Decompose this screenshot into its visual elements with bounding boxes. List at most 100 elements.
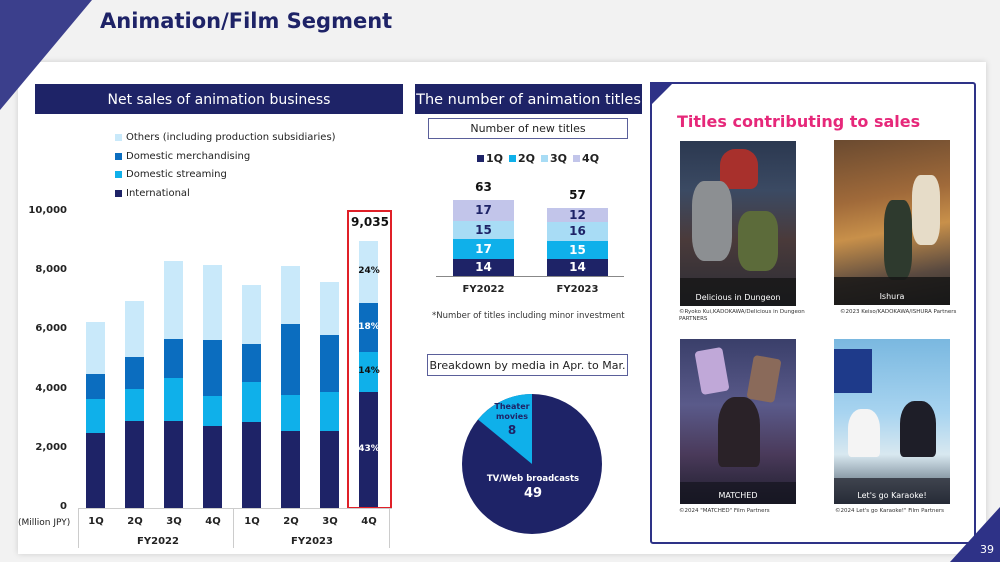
corner-decoration-bottom xyxy=(950,507,1000,562)
year-divider-left xyxy=(78,508,79,548)
legend-swatch xyxy=(115,152,122,160)
legend-label: 1Q xyxy=(486,152,504,165)
bar-segment xyxy=(125,420,144,508)
bar-segment xyxy=(359,391,378,508)
year-label-fy2022: FY2022 xyxy=(137,536,179,547)
bar-segment xyxy=(359,240,378,304)
y-tick-label: 6,000 xyxy=(35,323,67,335)
bar-segment xyxy=(359,352,378,392)
poster-title-band xyxy=(680,482,796,504)
legend-item: International xyxy=(115,188,190,199)
bar-segment: 17 xyxy=(453,238,514,260)
bar-segment xyxy=(164,378,183,421)
poster-title-band xyxy=(680,278,796,306)
legend-item: 4Q xyxy=(573,152,599,165)
corner-decoration xyxy=(0,0,92,110)
legend-swatch xyxy=(115,189,122,197)
unit-label: (Million JPY) xyxy=(18,518,71,528)
bar-segment xyxy=(203,426,222,508)
bar-segment xyxy=(164,338,183,379)
poster-figure xyxy=(884,200,912,280)
media-breakdown-label: Breakdown by media in Apr. to Mar. xyxy=(427,354,628,376)
poster-figure xyxy=(718,397,760,467)
y-tick-label: 8,000 xyxy=(35,264,67,276)
x-tick-label: 2Q xyxy=(283,516,299,527)
poster-figure xyxy=(834,349,872,393)
bar-segment xyxy=(242,382,261,422)
poster-matched: MATCHED xyxy=(680,339,796,504)
credit-lets-go-karaoke: ©2024 Let's go Karaoke!" Film Partners xyxy=(835,508,944,514)
bar-segment: 17 xyxy=(453,200,514,221)
sales-bar xyxy=(125,301,144,508)
bar-segment xyxy=(242,343,261,383)
legend-swatch xyxy=(115,171,122,178)
page-number: 39 xyxy=(980,543,994,556)
legend-label: Domestic streaming xyxy=(126,169,227,180)
legend-item: Domestic streaming xyxy=(115,169,227,180)
bar-segment xyxy=(242,421,261,508)
titles-bar: 14 15 16 12 xyxy=(547,207,608,276)
poster-figure xyxy=(746,354,782,404)
x-tick-label: 4Q xyxy=(205,516,221,527)
sales-bar xyxy=(164,260,183,508)
titles-header: The number of animation titles xyxy=(415,84,642,114)
bar-segment xyxy=(359,303,378,353)
y-tick-label: 4,000 xyxy=(35,382,67,394)
bar-segment: 12 xyxy=(547,207,608,222)
poster-figure xyxy=(692,181,732,261)
poster-title-band xyxy=(834,478,950,504)
year-divider xyxy=(233,508,234,548)
bar-segment xyxy=(86,399,105,433)
x-tick-label: 4Q xyxy=(361,516,377,527)
legend-label: Others (including production subsidiarie… xyxy=(126,132,336,143)
x-tick-label: 3Q xyxy=(322,516,338,527)
bar-segment xyxy=(164,420,183,508)
bar-segment xyxy=(203,339,222,396)
titles-legend: 1Q 2Q 3Q 4Q xyxy=(477,152,599,165)
bar-segment xyxy=(281,431,300,508)
y-tick-label: 10,000 xyxy=(28,205,67,216)
sales-bar xyxy=(359,240,378,508)
legend-label: 2Q xyxy=(518,152,536,165)
share-percent-label: 18% xyxy=(358,321,380,332)
poster-figure xyxy=(912,175,940,245)
legend-label: International xyxy=(126,187,190,199)
legend-item: Others (including production subsidiarie… xyxy=(115,132,336,143)
poster-lets-go-karaoke: Let's go Karaoke! xyxy=(834,339,950,504)
x-tick-label: 3Q xyxy=(166,516,182,527)
credit-delicious-in-dungeon: ©Ryoko Kui,KADOKAWA/Delicious in Dungeon… xyxy=(679,309,805,323)
poster-figure xyxy=(738,211,778,271)
bar-segment xyxy=(203,395,222,427)
legend-item: 1Q xyxy=(477,152,503,165)
titles-axis-line xyxy=(436,276,624,277)
poster-title: Delicious in Dungeon xyxy=(695,293,781,302)
legend-label: 4Q xyxy=(582,152,600,165)
sales-bar xyxy=(86,322,105,508)
poster-figure xyxy=(694,346,730,396)
page-title: Animation/Film Segment xyxy=(100,9,393,33)
bar-segment xyxy=(203,265,222,340)
legend-label: 3Q xyxy=(550,152,568,165)
bar-segment: 15 xyxy=(547,241,608,260)
poster-title-band xyxy=(834,277,950,305)
y-tick-label: 2,000 xyxy=(35,441,67,453)
sales-bar xyxy=(242,285,261,508)
bar-segment xyxy=(125,357,144,389)
x-axis-line xyxy=(78,508,392,509)
bar-segment xyxy=(320,392,339,431)
bar-segment xyxy=(242,285,261,344)
bar-segment xyxy=(86,432,105,508)
legend-swatch xyxy=(477,155,484,162)
bar-segment: 14 xyxy=(547,259,608,276)
pie-value-tv: 49 xyxy=(523,486,543,501)
x-tick-label: 2Q xyxy=(127,516,143,527)
sales-bar xyxy=(281,265,300,508)
legend-item: 3Q xyxy=(541,152,567,165)
y-tick-label: 0 xyxy=(60,501,67,512)
share-percent-label: 43% xyxy=(358,443,380,454)
year-label-fy2023: FY2023 xyxy=(291,536,333,547)
poster-figure xyxy=(900,401,936,457)
pie-label-theater: Theater movies xyxy=(494,402,530,421)
titles-footnote: *Number of titles including minor invest… xyxy=(432,311,625,321)
bar-segment xyxy=(281,394,300,432)
